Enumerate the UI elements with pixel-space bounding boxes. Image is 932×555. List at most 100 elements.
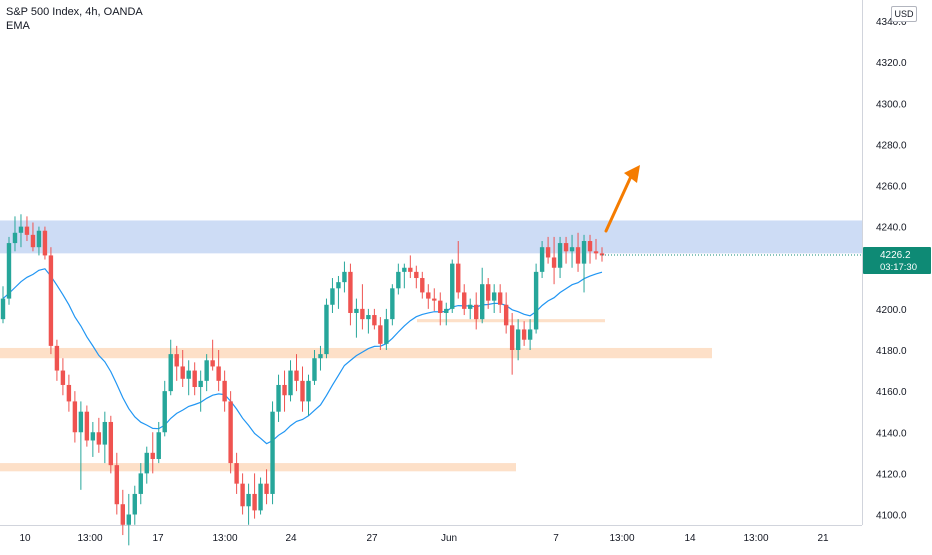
candle-body <box>456 263 461 293</box>
support-zone <box>417 319 605 323</box>
candle-body <box>228 401 233 464</box>
candle-body <box>36 230 42 248</box>
candle-body <box>348 271 353 313</box>
candle-body <box>450 263 455 309</box>
candle-body <box>378 325 383 344</box>
candle-body <box>360 308 365 320</box>
candle-body <box>330 288 335 305</box>
candle-body <box>18 226 24 233</box>
candle-body <box>336 282 341 289</box>
resistance-zone <box>0 220 862 254</box>
candle-body <box>539 247 545 272</box>
candle-body <box>569 247 575 252</box>
candle-body <box>222 380 227 402</box>
candle-body <box>180 366 185 379</box>
candle-body <box>485 284 491 301</box>
symbol-title: S&P 500 Index, 4h, OANDA <box>6 6 143 18</box>
candle-body <box>138 473 143 494</box>
candle-body <box>186 370 191 379</box>
candle-body <box>557 243 563 268</box>
x-tick-label: 10 <box>19 533 31 544</box>
candle-body <box>66 384 72 402</box>
candle-body <box>240 483 245 507</box>
y-tick-label: 4320.0 <box>876 58 907 69</box>
support-zone <box>0 463 516 472</box>
candle-body <box>120 504 125 525</box>
candle-body <box>312 358 317 381</box>
x-tick-label: 27 <box>366 533 378 544</box>
candle-body <box>527 329 533 340</box>
candle-body <box>126 514 131 525</box>
candle-body <box>174 354 179 367</box>
candle-body <box>444 308 449 313</box>
price-tag-countdown: 03:17:30 <box>880 262 917 273</box>
candle-body <box>210 360 215 367</box>
candle-body <box>252 493 257 511</box>
candle-body <box>599 253 605 256</box>
candle-body <box>390 288 395 320</box>
x-tick-label: 7 <box>553 533 559 544</box>
candle-body <box>78 411 84 433</box>
candle-body <box>246 493 251 507</box>
candle-body <box>6 243 12 299</box>
x-tick-label: 13:00 <box>609 533 634 544</box>
candle-body <box>48 255 54 346</box>
candle-body <box>72 401 78 433</box>
candle-body <box>234 463 239 484</box>
candle-body <box>162 391 167 433</box>
y-tick-label: 4240.0 <box>876 223 907 234</box>
candle-body <box>144 452 149 474</box>
candle-body <box>300 380 305 402</box>
candle-body <box>563 243 569 252</box>
y-tick-label: 4300.0 <box>876 99 907 110</box>
candle-body <box>533 271 539 330</box>
candle-body <box>396 271 401 289</box>
candle-body <box>497 292 503 305</box>
candle-body <box>575 247 581 264</box>
candle-body <box>593 251 599 254</box>
candle-body <box>156 432 161 459</box>
price-tag-value: 4226.2 <box>880 250 911 261</box>
candle-body <box>42 230 48 256</box>
support-zone <box>0 347 712 359</box>
x-tick-label: 14 <box>684 533 696 544</box>
price-axis-panel[interactable] <box>862 0 932 550</box>
x-tick-label: 13:00 <box>212 533 237 544</box>
candle-body <box>354 308 359 313</box>
candle-body <box>108 421 114 466</box>
candle-body <box>168 354 173 392</box>
candle-body <box>264 483 269 494</box>
candle-body <box>132 493 137 515</box>
candle-body <box>402 267 407 272</box>
candle-body <box>515 329 521 350</box>
x-tick-label: 13:00 <box>743 533 768 544</box>
candle-body <box>114 465 120 505</box>
candle-body <box>150 452 155 459</box>
candle-body <box>282 384 287 396</box>
candle-body <box>480 284 485 320</box>
candle-body <box>30 234 36 248</box>
candle-body <box>408 267 413 272</box>
candle-body <box>581 241 587 264</box>
y-tick-label: 4260.0 <box>876 182 907 193</box>
y-tick-label: 4340.0 <box>876 17 907 28</box>
candle-body <box>258 483 263 511</box>
candle-body <box>545 247 551 258</box>
candle-body <box>60 370 66 385</box>
currency-button[interactable]: USD <box>891 6 917 22</box>
x-tick-label: Jun <box>441 533 457 544</box>
candle-body <box>96 432 102 445</box>
candle-body <box>426 292 431 299</box>
candle-body <box>468 304 473 309</box>
x-tick-label: 17 <box>152 533 164 544</box>
trend-arrow-head <box>624 165 640 183</box>
y-tick-label: 4280.0 <box>876 140 907 151</box>
x-tick-label: 21 <box>817 533 829 544</box>
candle-body <box>474 304 479 320</box>
candle-body <box>372 315 377 326</box>
candle-body <box>216 366 221 381</box>
candle-body <box>204 360 209 381</box>
candle-body <box>491 292 497 301</box>
